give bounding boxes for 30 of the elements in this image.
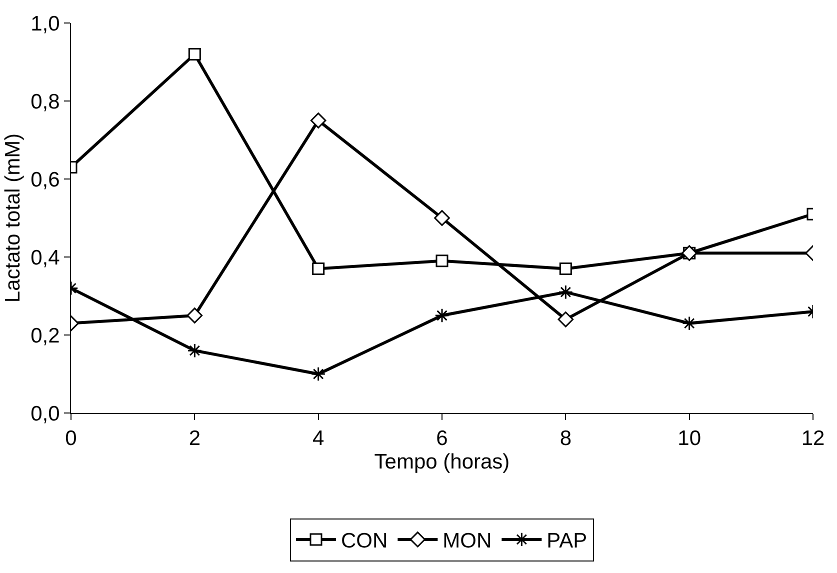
x-tick-label: 4: [312, 427, 324, 450]
point: [186, 308, 203, 324]
point: [188, 48, 201, 60]
legend-label: CON: [341, 530, 388, 553]
point: [558, 312, 574, 328]
y-tick-label: 0,0: [30, 402, 60, 426]
x-tick-label: 6: [436, 427, 448, 450]
x-tick-label: 12: [801, 427, 825, 450]
point: [312, 262, 325, 275]
x-tick-label: 2: [188, 427, 201, 450]
y-axis-title: Lactato total (mM): [2, 133, 25, 303]
legend-label: PAP: [546, 530, 588, 553]
x-axis-title: Tempo (horas): [374, 450, 510, 474]
x-tick-label: 10: [678, 427, 702, 450]
point: [310, 366, 326, 382]
x-tick-label: 8: [560, 427, 572, 450]
point: [434, 210, 450, 226]
x-tick-label: 0: [65, 427, 77, 450]
point: [187, 343, 202, 358]
point: [559, 262, 572, 275]
y-tick-label: 0,2: [30, 324, 60, 348]
y-tick-label: 0,4: [30, 246, 60, 270]
point: [436, 254, 448, 268]
point: [434, 308, 450, 323]
y-tick-label: 1,0: [30, 12, 60, 36]
point: [310, 112, 326, 128]
y-tick-label: 0,6: [30, 168, 60, 192]
legend-label: MON: [442, 530, 492, 553]
y-tick-label: 0,8: [30, 90, 60, 114]
point: [558, 284, 574, 300]
